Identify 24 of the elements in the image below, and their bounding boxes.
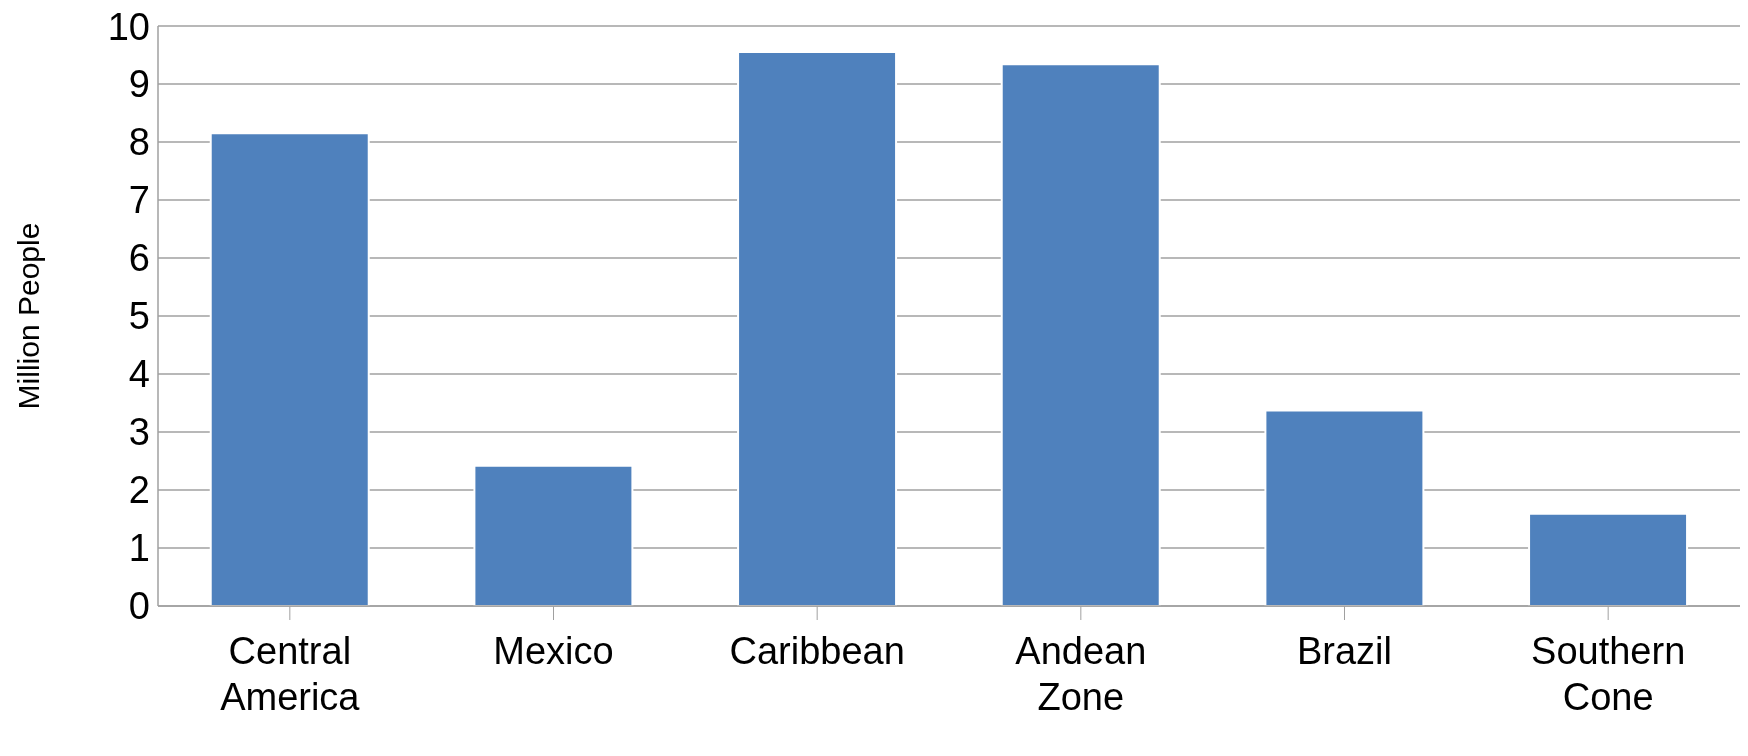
bar bbox=[1264, 409, 1425, 606]
y-tick-label: 9 bbox=[128, 63, 150, 106]
y-tick-label: 2 bbox=[128, 469, 150, 512]
bar bbox=[1528, 512, 1689, 606]
bar bbox=[209, 132, 370, 606]
y-tick-label: 8 bbox=[128, 121, 150, 164]
bar bbox=[473, 464, 634, 606]
x-tick-label: Central America bbox=[220, 630, 361, 718]
y-tick-label: 1 bbox=[128, 527, 150, 570]
y-axis-title: Million People bbox=[11, 222, 45, 410]
y-tick-label: 4 bbox=[128, 353, 150, 396]
x-tick-label: Caribbean bbox=[729, 630, 905, 672]
y-tick-label: 0 bbox=[128, 585, 150, 628]
y-tick-label: 7 bbox=[128, 179, 150, 222]
y-tick-label: 6 bbox=[128, 237, 150, 280]
y-tick-label: 10 bbox=[107, 5, 150, 48]
x-tick-label: Brazil bbox=[1296, 630, 1393, 672]
bar bbox=[737, 51, 898, 606]
y-tick-label: 5 bbox=[128, 295, 150, 338]
y-tick-label: 3 bbox=[128, 411, 150, 454]
bar bbox=[1000, 63, 1161, 606]
x-tick-label: Mexico bbox=[493, 630, 614, 672]
x-tick-label: Southern Cone bbox=[1531, 630, 1686, 718]
x-tick-label: Andean Zone bbox=[1015, 630, 1147, 718]
